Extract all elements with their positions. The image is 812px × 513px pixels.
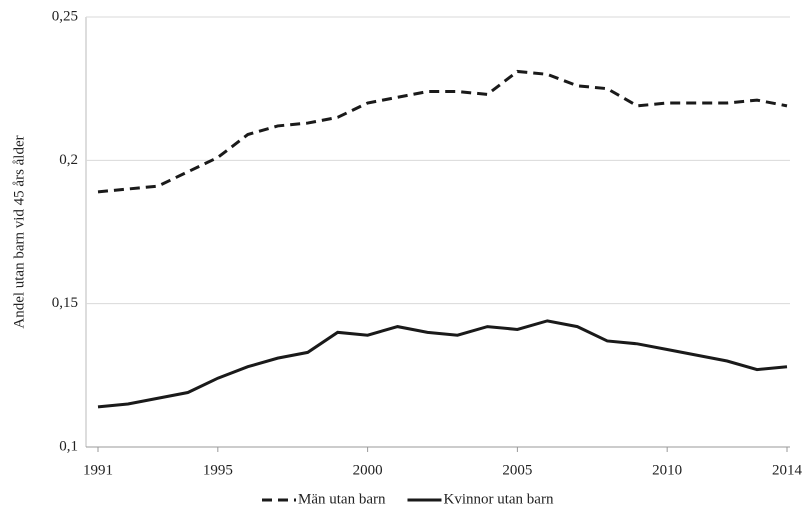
- y-tick-label: 0,1: [59, 438, 78, 454]
- y-tick-label: 0,15: [52, 295, 78, 311]
- x-tick-label: 2014: [772, 462, 803, 478]
- x-tick-label: 2010: [652, 462, 682, 478]
- x-tick-label: 1991: [83, 462, 113, 478]
- y-axis-label: Andel utan barn vid 45 års ålder: [11, 135, 27, 328]
- series-line: [97, 69, 788, 194]
- x-tick-label: 2000: [353, 462, 383, 478]
- legend-label: Män utan barn: [298, 491, 386, 507]
- y-tick-label: 0,2: [59, 152, 78, 168]
- y-tick-label: 0,25: [52, 8, 78, 24]
- series-line: [97, 319, 788, 409]
- x-tick-label: 2005: [502, 462, 532, 478]
- x-tick-label: 1995: [203, 462, 233, 478]
- legend-label: Kvinnor utan barn: [443, 491, 553, 507]
